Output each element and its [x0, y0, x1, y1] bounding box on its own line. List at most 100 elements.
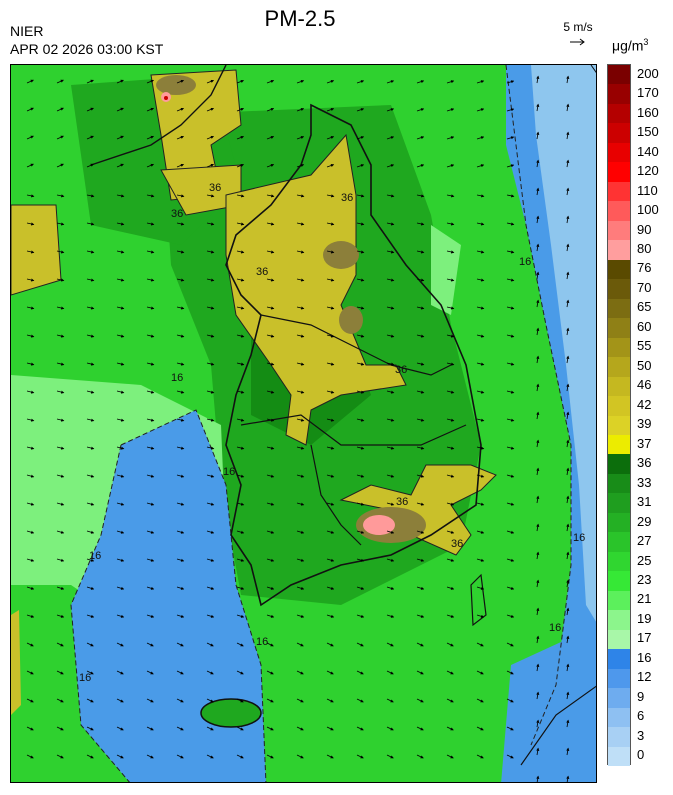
colorbar-segment: [608, 727, 630, 748]
wind-arrow-icon: [176, 502, 185, 506]
wind-arrow-icon: [236, 642, 244, 647]
wind-arrow-icon: [146, 502, 155, 506]
wind-arrow-icon: [416, 502, 425, 506]
wind-arrow-icon: [56, 614, 65, 618]
wind-arrow-icon: [566, 495, 570, 504]
wind-arrow-icon: [416, 334, 425, 338]
wind-scale-label: 5 m/s: [563, 20, 593, 34]
contour-label: 16: [171, 372, 183, 384]
wind-arrow-icon: [356, 474, 365, 478]
wind-arrow-icon: [86, 446, 95, 450]
olive-core-central: [323, 241, 359, 269]
wind-arrow-icon: [356, 446, 365, 450]
colorbar-tick-label: 17: [637, 630, 652, 646]
wind-arrow-icon: [326, 642, 334, 647]
wind-arrow-icon: [566, 635, 570, 644]
wind-arrow-icon: [356, 108, 365, 112]
wind-arrow-icon: [56, 194, 65, 198]
wind-arrow-icon: [176, 698, 184, 703]
wind-arrow-icon: [86, 163, 94, 168]
wind-arrow-icon: [236, 390, 245, 394]
wind-arrow-icon: [146, 586, 155, 590]
wind-arrow-icon: [116, 278, 125, 282]
wind-arrow-icon: [386, 108, 395, 112]
wind-arrow-icon: [506, 164, 515, 168]
colorbar-tick-label: 16: [637, 649, 652, 665]
wind-arrow-icon: [386, 164, 395, 168]
wind-arrow-icon: [86, 586, 95, 590]
wind-arrow-icon: [26, 446, 35, 450]
colorbar-segment: [608, 473, 630, 494]
colorbar-tick-label: 170: [637, 85, 659, 101]
wind-arrow-icon: [566, 383, 570, 392]
wind-arrow-icon: [416, 418, 425, 422]
wind-arrow-icon: [296, 390, 305, 394]
wind-arrow-icon: [206, 418, 215, 422]
east-sea-light-zone: [531, 65, 596, 622]
wind-arrow-icon: [26, 107, 34, 112]
wind-arrow-icon: [266, 163, 275, 168]
wind-arrow-icon: [446, 446, 455, 450]
wind-arrow-icon: [116, 726, 124, 731]
wind-arrow-icon: [476, 642, 484, 647]
wind-arrow-icon: [176, 418, 185, 422]
colorbar-segment: [608, 532, 630, 553]
wind-arrow-icon: [506, 222, 515, 226]
pm25-concentration-map[interactable]: 36 36 36 36 36 36 36 16 16 16 16 16 16 1…: [10, 64, 597, 783]
wind-arrow-icon: [476, 418, 485, 422]
wind-arrow-icon: [386, 306, 395, 310]
wind-arrow-icon: [326, 108, 335, 112]
wind-arrow-icon: [446, 306, 455, 310]
wind-arrow-icon: [266, 446, 275, 450]
wind-arrow-icon: [566, 663, 570, 672]
green-pale-zone-east: [431, 225, 461, 315]
wind-arrow-icon: [356, 586, 365, 590]
wind-arrow-icon: [476, 306, 485, 310]
wind-arrow-icon: [416, 80, 425, 84]
colorbar-tick-label: 76: [637, 260, 652, 276]
colorbar-segment: [608, 493, 630, 514]
wind-arrow-icon: [566, 439, 570, 448]
wind-arrow-icon: [416, 222, 425, 226]
high-pm-zone-central: [225, 133, 407, 446]
colorbar-segment: [608, 201, 630, 222]
wind-arrow-icon: [506, 670, 514, 675]
wind-arrow-icon: [176, 194, 185, 198]
wind-arrow-icon: [386, 278, 395, 282]
wind-arrow-icon: [356, 362, 365, 366]
colorbar-tick-label: 60: [637, 318, 652, 334]
wind-arrow-icon: [566, 75, 570, 84]
wind-arrow-icon: [176, 754, 184, 759]
wind-arrow-icon: [416, 390, 425, 394]
wind-arrow-icon: [26, 670, 34, 675]
colorbar-segment: [608, 357, 630, 378]
wind-arrow-icon: [56, 418, 65, 422]
wind-arrow-icon: [26, 642, 34, 647]
wind-arrow-icon: [296, 222, 305, 226]
colorbar-tick-label: 55: [637, 338, 652, 354]
wind-arrow-icon: [206, 163, 214, 168]
wind-arrow-icon: [536, 103, 540, 112]
wind-arrow-icon: [416, 194, 425, 198]
colorbar-tick-label: 36: [637, 455, 652, 471]
wind-arrow-icon: [146, 530, 155, 534]
wind-arrow-icon: [416, 446, 425, 450]
wind-arrow-icon: [506, 362, 515, 366]
wind-arrow-icon: [146, 558, 155, 562]
wind-arrow-icon: [506, 754, 514, 759]
wind-arrow-icon: [146, 79, 154, 84]
wind-arrow-icon: [566, 159, 570, 168]
wind-arrow-icon: [386, 250, 395, 254]
wind-arrow-icon: [86, 642, 94, 647]
wind-arrow-icon: [146, 334, 155, 338]
wind-arrow-icon: [86, 726, 94, 731]
wind-arrow-icon: [476, 474, 485, 478]
wind-arrow-icon: [116, 670, 124, 675]
wind-arrow-icon: [266, 418, 275, 422]
wind-arrow-icon: [296, 474, 305, 478]
wind-arrow-icon: [56, 250, 65, 254]
wind-arrow-icon: [26, 306, 35, 310]
colorbar-tick-label: 0: [637, 747, 645, 763]
colorbar-tick-label: 200: [637, 65, 659, 81]
wind-arrow-icon: [236, 446, 245, 450]
